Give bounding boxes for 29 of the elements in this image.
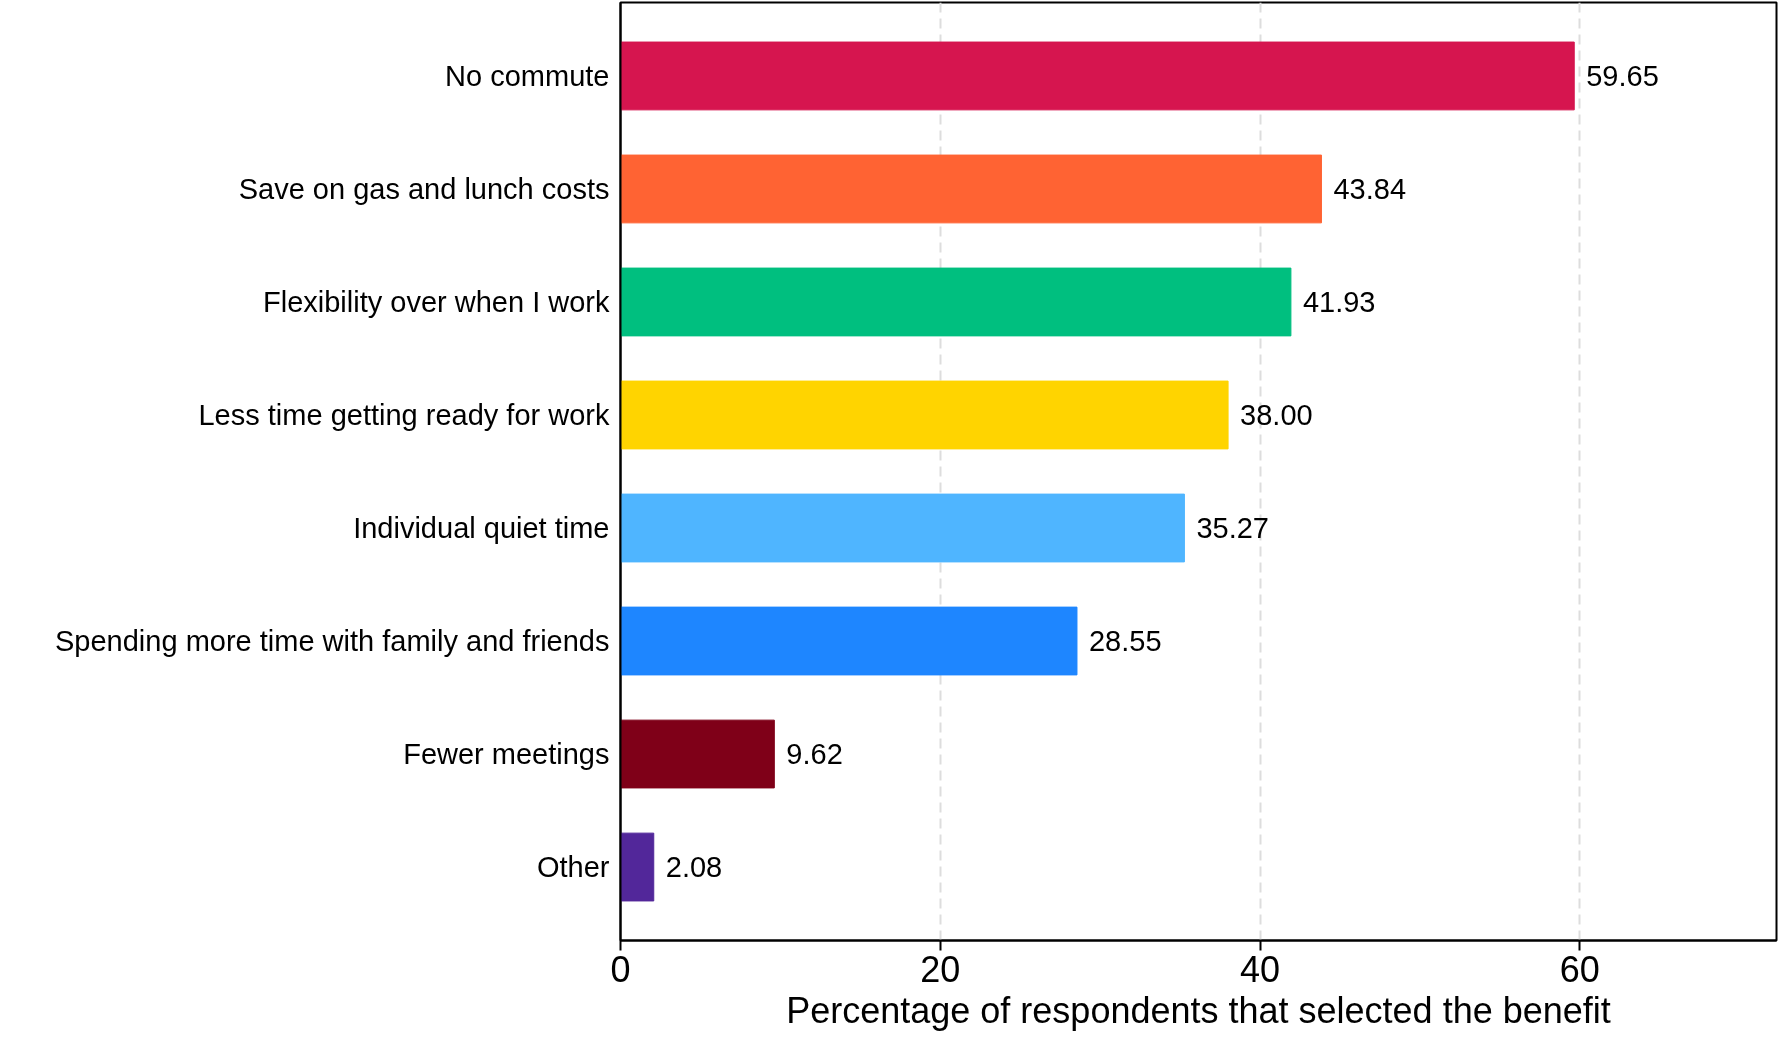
y-tick-label: Fewer meetings bbox=[403, 738, 610, 771]
data-label: 9.62 bbox=[786, 738, 843, 771]
y-tick-label: No commute bbox=[445, 59, 610, 92]
bar bbox=[620, 832, 655, 902]
x-tick-label: 20 bbox=[920, 948, 961, 990]
data-label: 41.93 bbox=[1302, 285, 1376, 318]
data-label: 2.08 bbox=[665, 851, 723, 884]
x-axis-title: Percentage of respondents that selected the benefit bbox=[786, 989, 1611, 1031]
y-tick-label: Spending more time with family and friends bbox=[55, 625, 610, 658]
bar bbox=[620, 380, 1229, 450]
y-tick-label: Save on gas and lunch costs bbox=[238, 172, 610, 205]
bar bbox=[620, 267, 1292, 337]
y-tick-label: Individual quiet time bbox=[353, 512, 610, 545]
data-label: 59.65 bbox=[1586, 59, 1659, 92]
data-label: 43.84 bbox=[1333, 172, 1407, 205]
x-tick-label: 0 bbox=[610, 948, 631, 990]
y-tick-label: Other bbox=[536, 851, 610, 884]
y-tick-label: Flexibility over when I work bbox=[263, 285, 610, 318]
bar bbox=[620, 719, 775, 789]
x-tick-label: 40 bbox=[1240, 948, 1281, 990]
bar bbox=[620, 41, 1575, 111]
data-label: 38.00 bbox=[1240, 398, 1313, 431]
bar bbox=[620, 493, 1185, 563]
bar bbox=[620, 606, 1078, 676]
bar bbox=[620, 154, 1322, 224]
data-label: 35.27 bbox=[1196, 512, 1270, 545]
y-tick-label: Less time getting ready for work bbox=[198, 398, 610, 431]
data-label: 28.55 bbox=[1088, 625, 1162, 658]
x-tick-label: 60 bbox=[1559, 948, 1600, 990]
